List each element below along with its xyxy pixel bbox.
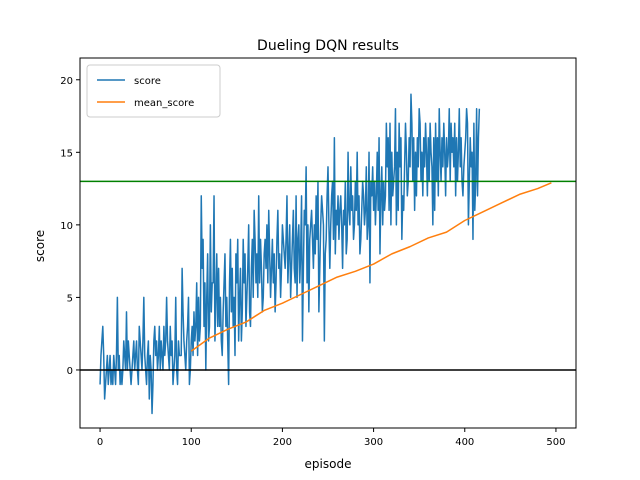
x-tick-label: 400 — [455, 437, 474, 448]
y-tick-label: 5 — [67, 293, 73, 304]
plot-frame — [79, 57, 577, 429]
x-tick-label: 300 — [364, 437, 383, 448]
y-tick-label: 10 — [60, 221, 73, 232]
series-line-mean-score — [190, 182, 552, 352]
legend-label: score — [134, 76, 161, 87]
legend: score mean_score — [86, 64, 221, 118]
y-tick-label: 20 — [60, 76, 73, 87]
chart-title: Dueling DQN results — [257, 38, 399, 54]
x-axis-label: episode — [305, 457, 352, 471]
x-tick-label: 200 — [273, 437, 292, 448]
plot-area: 0 100 200 300 400 500 0 5 10 15 20 — [60, 57, 577, 448]
legend-box — [86, 64, 221, 118]
y-axis-label: score — [33, 230, 47, 262]
x-tick-label: 100 — [182, 437, 201, 448]
x-tick-label: 500 — [546, 437, 565, 448]
y-tick-label: 0 — [67, 366, 73, 377]
x-tick-label: 0 — [97, 437, 103, 448]
series-group — [80, 93, 576, 415]
legend-label: mean_score — [134, 98, 194, 109]
y-tick-label: 15 — [60, 148, 73, 159]
